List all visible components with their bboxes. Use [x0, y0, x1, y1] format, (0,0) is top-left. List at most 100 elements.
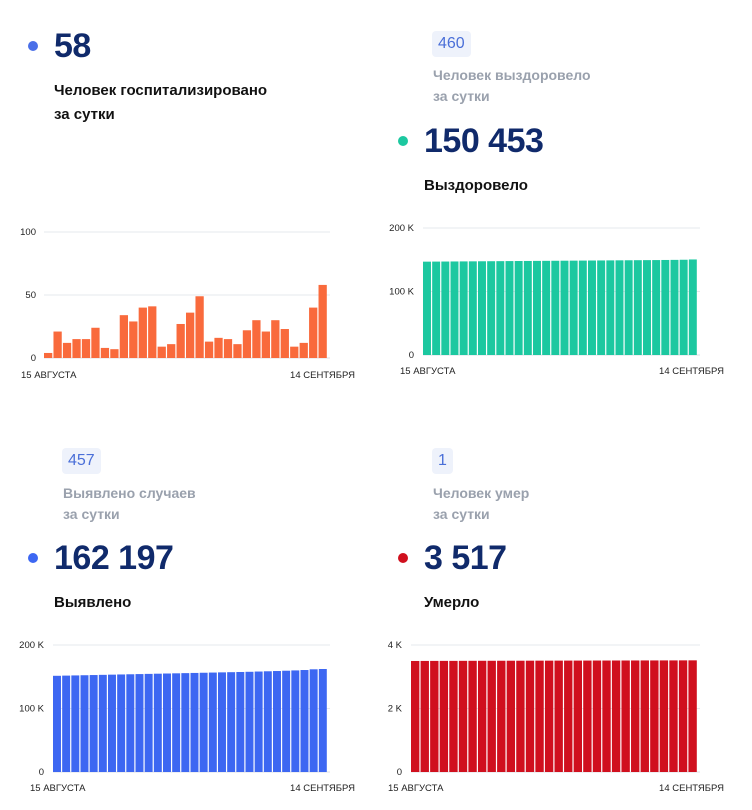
bar	[670, 259, 679, 355]
died-chart: 0 2 K 4 K 15 АВГУСТА 14 СЕНТЯБРЯ	[388, 640, 724, 794]
bar	[487, 261, 496, 355]
bar	[299, 342, 308, 358]
y-tick-label: 200 K	[389, 223, 414, 234]
bar	[631, 660, 640, 772]
bar	[592, 660, 602, 772]
bar	[89, 675, 98, 772]
recovered-value: 150 453	[424, 122, 544, 160]
died-sub-line1: Человек умер	[433, 485, 530, 501]
x-end-label: 14 СЕНТЯБРЯ	[290, 783, 355, 794]
bar	[53, 675, 61, 772]
bar	[606, 260, 615, 355]
indicator-dot	[28, 553, 38, 563]
bar	[254, 671, 263, 772]
bar	[688, 259, 697, 355]
bar	[199, 672, 208, 772]
bar	[439, 660, 449, 773]
bar	[242, 330, 252, 358]
y-tick-label: 100 K	[19, 704, 44, 715]
bar	[477, 660, 487, 772]
bar	[72, 339, 81, 358]
bar	[263, 671, 272, 772]
bar	[144, 673, 153, 772]
bar	[506, 660, 516, 772]
bar	[554, 660, 563, 772]
bar	[181, 673, 190, 772]
bar	[117, 674, 126, 772]
bar	[218, 672, 226, 772]
bar	[523, 260, 532, 355]
bar	[252, 320, 261, 358]
bar	[640, 660, 649, 772]
bar	[496, 261, 505, 355]
bar	[588, 260, 596, 355]
bar	[91, 327, 100, 358]
bar	[411, 660, 420, 772]
x-start-label: 15 АВГУСТА	[30, 783, 86, 794]
bar	[497, 660, 506, 772]
bar	[138, 307, 147, 358]
bar	[615, 260, 624, 355]
bar	[505, 261, 514, 355]
bar	[291, 670, 300, 772]
bar	[597, 260, 606, 355]
bar	[223, 339, 233, 358]
bar	[280, 329, 289, 358]
recovered-label: Выздоровело	[424, 177, 528, 194]
y-tick-label: 0	[397, 767, 402, 778]
hospitalized-chart: 0 50 100 15 АВГУСТА 14 СЕНТЯБРЯ	[20, 227, 355, 381]
bar	[487, 660, 496, 772]
y-tick-label: 0	[409, 350, 414, 361]
bar	[148, 306, 157, 358]
bar	[233, 344, 242, 358]
died-sub-line2: за сутки	[433, 506, 490, 522]
x-end-label: 14 СЕНТЯБРЯ	[659, 366, 724, 377]
y-tick-label: 4 K	[388, 640, 403, 651]
bar	[423, 261, 431, 355]
recovered-delta-badge: 460	[432, 31, 471, 57]
bar	[309, 669, 318, 772]
bar	[542, 260, 551, 355]
x-end-label: 14 СЕНТЯБРЯ	[659, 783, 724, 794]
bar	[679, 259, 688, 355]
bar	[535, 660, 544, 772]
detected-sub-line1: Выявлено случаев	[63, 485, 196, 501]
bar	[458, 660, 468, 772]
bar	[71, 675, 80, 772]
bar	[273, 671, 281, 772]
bar	[420, 660, 429, 772]
bar	[300, 670, 309, 772]
bar	[157, 346, 166, 358]
bar	[573, 660, 582, 772]
bar	[44, 352, 53, 358]
bar	[533, 260, 541, 355]
died-label: Умерло	[424, 594, 480, 611]
y-tick-label: 100 K	[389, 287, 414, 298]
bar	[261, 331, 270, 358]
bar	[450, 261, 459, 355]
bar	[525, 660, 535, 772]
bar	[514, 261, 523, 355]
bar	[186, 312, 195, 358]
bar	[214, 337, 223, 358]
bar	[190, 672, 199, 772]
bar	[236, 671, 245, 772]
bar	[119, 315, 128, 358]
bar	[688, 660, 697, 772]
bar	[62, 342, 72, 358]
bar	[208, 672, 217, 772]
bar	[290, 346, 299, 358]
indicator-dot	[28, 41, 38, 51]
bar	[129, 321, 138, 358]
bar	[478, 261, 486, 355]
y-tick-label: 50	[25, 290, 36, 301]
x-start-label: 15 АВГУСТА	[388, 783, 444, 794]
bar	[126, 674, 135, 772]
bar	[516, 660, 525, 772]
bar	[611, 660, 621, 772]
bar	[100, 347, 110, 358]
bar	[468, 660, 477, 772]
bar	[167, 344, 176, 358]
bar	[53, 331, 62, 358]
